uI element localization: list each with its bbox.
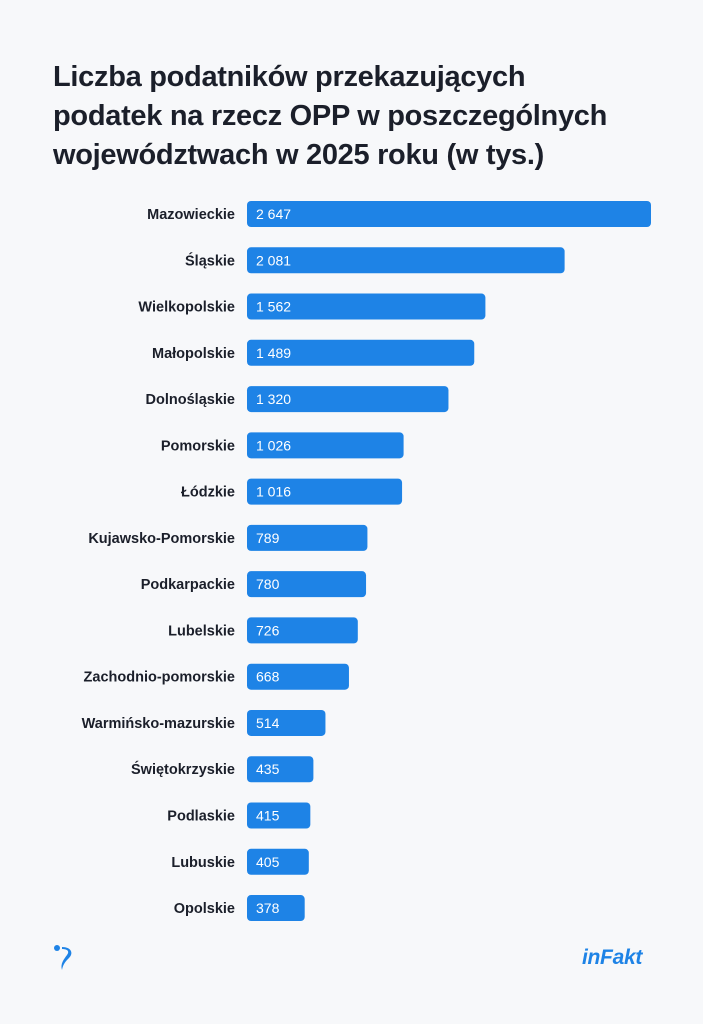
chart-title: Liczba podatników przekazujących podatek… <box>53 58 653 175</box>
chart-title-line-3: województwach w 2025 roku (w tys.) <box>53 139 544 171</box>
value-label: 378 <box>256 900 280 916</box>
brand-logo: inFakt <box>582 946 643 969</box>
bar <box>247 571 367 598</box>
category-label: Mazowieckie <box>147 207 235 223</box>
category-label: Lubuskie <box>171 855 235 871</box>
category-label: Podkarpackie <box>141 577 235 593</box>
value-label: 726 <box>256 622 280 638</box>
chart-title-line-1: Liczba podatników przekazujących <box>53 61 526 93</box>
value-label: 780 <box>256 576 280 592</box>
value-label: 1 026 <box>256 437 291 453</box>
category-label: Śląskie <box>185 251 235 269</box>
category-label: Podlaskie <box>167 809 235 825</box>
category-label: Łódzkie <box>181 485 235 501</box>
infakt-swirl-icon <box>54 945 72 970</box>
bar <box>247 709 326 736</box>
category-label: Kujawsko-Pomorskie <box>88 531 235 547</box>
category-label: Warmińsko-mazurskie <box>82 716 235 732</box>
category-label: Małopolskie <box>152 346 235 362</box>
chart-title-line-2: podatek na rzecz OPP w poszczególnych <box>53 100 608 132</box>
bar <box>247 848 309 875</box>
category-label: Dolnośląskie <box>146 392 235 408</box>
value-label: 668 <box>256 669 280 685</box>
value-label: 435 <box>256 761 280 777</box>
category-label: Świętokrzyskie <box>131 760 235 778</box>
bar <box>247 524 368 551</box>
category-label: Lubelskie <box>168 623 235 639</box>
bar <box>247 895 305 922</box>
value-label: 1 562 <box>256 299 291 315</box>
bar <box>247 339 475 366</box>
value-label: 405 <box>256 854 280 870</box>
value-label: 1 320 <box>256 391 291 407</box>
category-label: Pomorskie <box>161 438 235 454</box>
value-label: 2 647 <box>256 206 291 222</box>
bar <box>247 802 311 829</box>
bar <box>247 478 403 505</box>
value-label: 789 <box>256 530 280 546</box>
bar <box>247 293 486 320</box>
bar <box>247 663 349 690</box>
bar <box>247 432 404 459</box>
value-label: 415 <box>256 808 280 824</box>
value-label: 2 081 <box>256 252 291 268</box>
value-label: 1 489 <box>256 345 291 361</box>
bar <box>247 386 449 413</box>
category-label: Wielkopolskie <box>138 300 235 316</box>
bar <box>247 617 358 644</box>
bar <box>247 201 651 227</box>
bar <box>247 247 565 274</box>
category-label: Zachodnio-pomorskie <box>84 670 235 686</box>
value-label: 514 <box>256 715 280 731</box>
bar <box>247 756 314 783</box>
category-label: Opolskie <box>174 901 235 917</box>
value-label: 1 016 <box>256 484 291 500</box>
